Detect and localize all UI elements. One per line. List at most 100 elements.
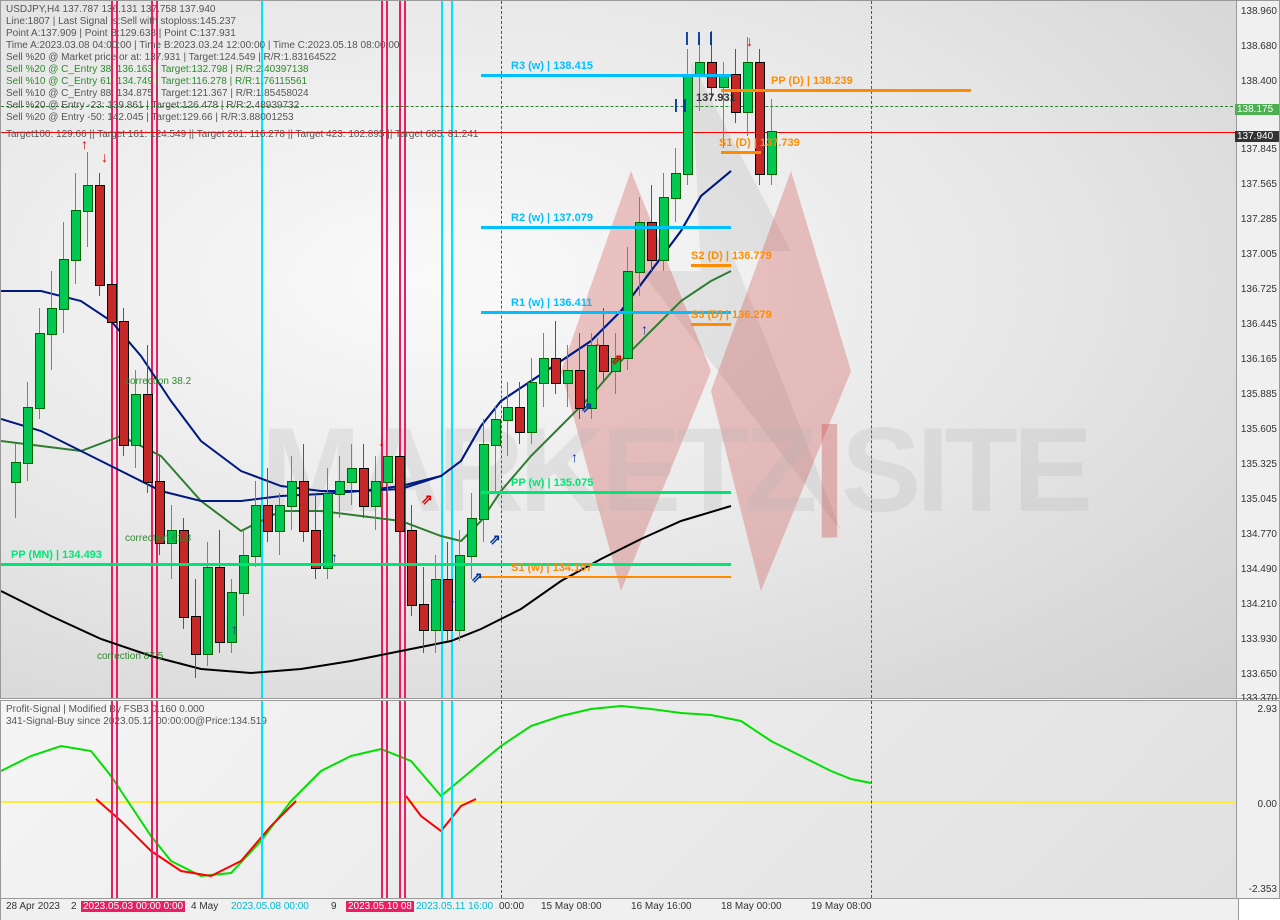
- time-tick: 15 May 08:00: [541, 901, 602, 912]
- price-axis: 138.960138.680138.400138.175137.940137.8…: [1236, 0, 1280, 699]
- session-vline: [261, 701, 263, 898]
- oscillator-axis: 2.93 0.00 -2.353: [1236, 700, 1280, 899]
- pivot-label: 137.931: [696, 92, 736, 104]
- session-vline: [156, 701, 158, 898]
- pivot-label: R1 (w) | 136.411: [511, 297, 592, 309]
- oscillator-panel[interactable]: Profit-Signal | Modified By FSB3 0.160 0…: [0, 700, 1239, 899]
- symbol-ohlc: USDJPY,H4 137.787 136.131 137.758 137.94…: [6, 4, 215, 15]
- session-vline: [151, 701, 153, 898]
- time-tick: 4 May: [191, 901, 218, 912]
- info-line6: Sell %20 @ C_Entry 38: 136.163 | Target:…: [6, 64, 309, 75]
- session-vline: [381, 701, 383, 898]
- info-line5: Sell %20 @ Market price or at: 137.931 |…: [6, 52, 336, 63]
- osc-vdash: [501, 701, 502, 898]
- signal-arrow: |: [685, 29, 689, 45]
- price-tick: 138.400: [1241, 76, 1277, 87]
- price-tick: 134.770: [1241, 529, 1277, 540]
- info-line10: Sell %20 @ Entry -50: 142.045 | Target:1…: [6, 112, 294, 123]
- session-vline: [111, 701, 113, 898]
- pivot-line: [481, 74, 731, 77]
- signal-arrow: ⇗: [421, 491, 433, 508]
- price-tick: 134.490: [1241, 564, 1277, 575]
- session-vline: [441, 701, 443, 898]
- price-tick: 133.930: [1241, 634, 1277, 645]
- signal-arrow: ↓: [594, 333, 601, 349]
- price-tick: 137.565: [1241, 179, 1277, 190]
- osc-tick: -2.353: [1249, 884, 1277, 895]
- signal-arrow: ↓: [378, 433, 385, 449]
- time-tick: 2023.05.11 16:00: [416, 901, 493, 912]
- pivot-line: [481, 491, 731, 494]
- price-tick: 138.175: [1235, 104, 1279, 115]
- info-targets: Target100: 129.66 || Target 161: 124.549…: [6, 129, 478, 140]
- signal-arrow: ↑: [449, 595, 456, 611]
- price-tick: 134.210: [1241, 599, 1277, 610]
- price-tick: 136.165: [1241, 354, 1277, 365]
- correction-label: correction 61.8: [125, 533, 191, 544]
- time-tick: 9: [331, 901, 337, 912]
- pivot-label: R3 (w) | 138.415: [511, 60, 593, 72]
- info-line4: Time A:2023.03.08 04:00:00 | Time B:2023…: [6, 40, 399, 51]
- signal-arrow: ⇗: [581, 399, 593, 416]
- price-tick: 138.960: [1241, 6, 1277, 17]
- signal-arrow: ⇗: [611, 351, 623, 368]
- signal-arrow: |: [697, 29, 701, 45]
- time-tick: 16 May 16:00: [631, 901, 692, 912]
- pivot-label: S1 (w) | 134.197: [511, 562, 592, 574]
- info-line9: Sell %20 @ Entry -23: 139.861 | Target:1…: [6, 100, 299, 111]
- pivot-label: R2 (w) | 137.079: [511, 212, 593, 224]
- correction-label: correction 38.2: [125, 376, 191, 387]
- info-line7: Sell %10 @ C_Entry 61: 134.749 | Target:…: [6, 76, 307, 87]
- time-tick: 2023.05.10 08: [346, 901, 414, 912]
- time-tick: 2: [71, 901, 77, 912]
- time-tick: 2023.05.08 00:00: [231, 901, 309, 912]
- price-tick: 138.680: [1241, 41, 1277, 52]
- signal-arrow: |: [674, 96, 678, 112]
- price-tick: 135.045: [1241, 494, 1277, 505]
- signal-arrow: ↑: [331, 549, 338, 565]
- price-tick: 133.650: [1241, 669, 1277, 680]
- signal-arrow: ⇗: [471, 569, 483, 586]
- time-tick: 28 Apr 2023: [6, 901, 60, 912]
- pivot-line: [721, 89, 971, 92]
- signal-arrow: ↑: [641, 321, 648, 337]
- osc-tick: 0.00: [1258, 799, 1277, 810]
- pivot-line: [721, 151, 761, 154]
- price-tick: 135.885: [1241, 389, 1277, 400]
- pivot-line: [1, 563, 731, 566]
- pivot-label: PP (MN) | 134.493: [11, 549, 102, 561]
- price-tick: 136.725: [1241, 284, 1277, 295]
- pivot-line: [691, 264, 731, 267]
- info-line8: Sell %10 @ C_Entry 88: 134.875 | Target:…: [6, 88, 309, 99]
- correction-label: correction 87.5: [97, 651, 163, 662]
- session-vline: [399, 701, 401, 898]
- time-axis: 28 Apr 2023 2 2023.05.03 00:00 0:00 4 May 20…: [0, 898, 1239, 920]
- price-tick: 135.605: [1241, 424, 1277, 435]
- info-line3: Point A:137.909 | Point B:129.638 | Poin…: [6, 28, 236, 39]
- time-tick: 2023.05.03 00:00 0:00: [81, 901, 185, 912]
- signal-arrow: |: [709, 29, 713, 45]
- main-price-chart[interactable]: MARKETZ|SITE R3 (w) | 138.415PP (D) | 13…: [0, 0, 1239, 699]
- osc-tick: 2.93: [1258, 704, 1277, 715]
- signal-arrow: ↓: [101, 149, 108, 165]
- signal-arrow: ↑: [231, 621, 238, 637]
- time-tick: 19 May 08:00: [811, 901, 872, 912]
- pivot-label: S2 (D) | 136.779: [691, 250, 772, 262]
- signal-arrow: ↓: [746, 33, 753, 49]
- time-tick: 00:00: [499, 901, 524, 912]
- price-tick: 137.940: [1235, 131, 1279, 142]
- price-tick: 137.005: [1241, 249, 1277, 260]
- chart-container: MARKETZ|SITE R3 (w) | 138.415PP (D) | 13…: [0, 0, 1280, 920]
- pivot-label: PP (D) | 138.239: [771, 75, 853, 87]
- pivot-line: [691, 323, 731, 326]
- pivot-label: S1 (D) | 137.739: [719, 137, 800, 149]
- time-tick: 18 May 00:00: [721, 901, 782, 912]
- price-tick: 137.285: [1241, 214, 1277, 225]
- signal-arrow: |: [683, 96, 687, 112]
- price-tick: 136.445: [1241, 319, 1277, 330]
- osc-vdash: [871, 701, 872, 898]
- pivot-label: PP (w) | 135.075: [511, 477, 593, 489]
- oscillator-svg: [1, 701, 1238, 898]
- session-vline: [386, 701, 388, 898]
- info-line2: Line:1807 | Last Signal is:Sell with sto…: [6, 16, 236, 27]
